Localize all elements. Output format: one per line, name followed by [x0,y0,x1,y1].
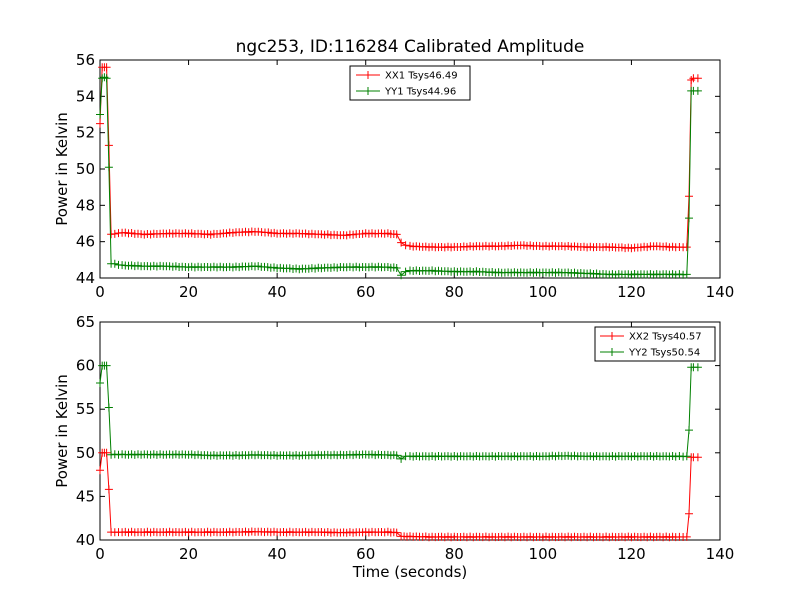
x-tick-label: 20 [179,545,198,563]
y-tick-label: 56 [76,51,95,69]
bottom-y-axis-label: Power in Kelvin [53,374,71,488]
bottom-panel: 0 20 40 60 80 100 120 140 40 45 50 55 60 65 Power in … [53,313,734,581]
series-markers [96,63,702,253]
bottom-series-group [96,361,702,542]
y-tick-label: 60 [76,357,95,375]
top-panel: 0 20 40 60 80 100 120 140 44 46 48 50 52 54 56 Power i… [53,51,734,301]
y-tick-label: 45 [76,487,95,505]
y-tick-label: 52 [76,124,95,142]
x-tick-label: 140 [706,283,735,301]
top-legend-box [349,65,471,101]
legend-marker-xx1 [364,71,372,79]
bottom-legend: XX2 Tsys40.57 YY2 Tsys50.54 [594,326,716,362]
y-tick-label: 46 [76,233,95,251]
y-tick-label: 50 [76,160,95,178]
top-y-axis-label: Power in Kelvin [53,112,71,226]
x-tick-label: 20 [179,283,198,301]
x-tick-label: 40 [268,545,287,563]
y-tick-label: 40 [76,531,95,549]
y-tick-label: 48 [76,196,95,214]
series-yy2 [96,361,702,463]
legend-label-xx1: XX1 Tsys46.49 [385,71,458,82]
y-tick-label: 50 [76,444,95,462]
legend-label-yy1: YY1 Tsys44.96 [384,87,456,98]
x-tick-label: 80 [445,283,464,301]
series-xx1 [96,63,702,253]
x-tick-label: 140 [706,545,735,563]
x-tick-label: 60 [356,283,375,301]
y-tick-label: 55 [76,400,95,418]
x-tick-label: 80 [445,545,464,563]
x-tick-label: 100 [529,283,558,301]
y-tick-label: 65 [76,313,95,331]
series-markers [96,73,702,280]
series-line [99,365,698,460]
x-tick-label: 120 [617,545,646,563]
x-tick-label: 120 [617,283,646,301]
legend-marker-yy1 [364,87,372,95]
chart-title: ngc253, ID:116284 Calibrated Amplitude [236,37,585,57]
series-xx2 [96,448,702,542]
series-markers [96,448,702,542]
series-yy1 [96,73,702,280]
top-axis-ticks: 0 20 40 60 80 100 120 140 44 46 48 50 52 54 56 [76,51,734,301]
series-line [99,452,698,538]
legend-marker-yy2 [608,348,616,356]
top-legend: XX1 Tsys46.49 YY1 Tsys44.96 [349,65,471,101]
legend-label-xx2: XX2 Tsys40.57 [629,332,702,343]
x-tick-label: 40 [268,283,287,301]
x-tick-label: 0 [95,545,105,563]
x-tick-label: 0 [95,283,105,301]
legend-marker-xx2 [608,332,616,340]
y-tick-label: 44 [76,269,95,287]
y-tick-label: 54 [76,87,95,105]
legend-label-yy2: YY2 Tsys50.54 [628,348,700,359]
series-line [99,76,698,277]
series-markers [96,361,702,463]
x-tick-label: 100 [529,545,558,563]
bottom-legend-box [594,326,716,362]
x-axis-label: Time (seconds) [352,563,468,581]
x-tick-label: 60 [356,545,375,563]
top-series-group [96,63,702,280]
bottom-axis-ticks: 0 20 40 60 80 100 120 140 40 45 50 55 60 65 [76,313,734,563]
